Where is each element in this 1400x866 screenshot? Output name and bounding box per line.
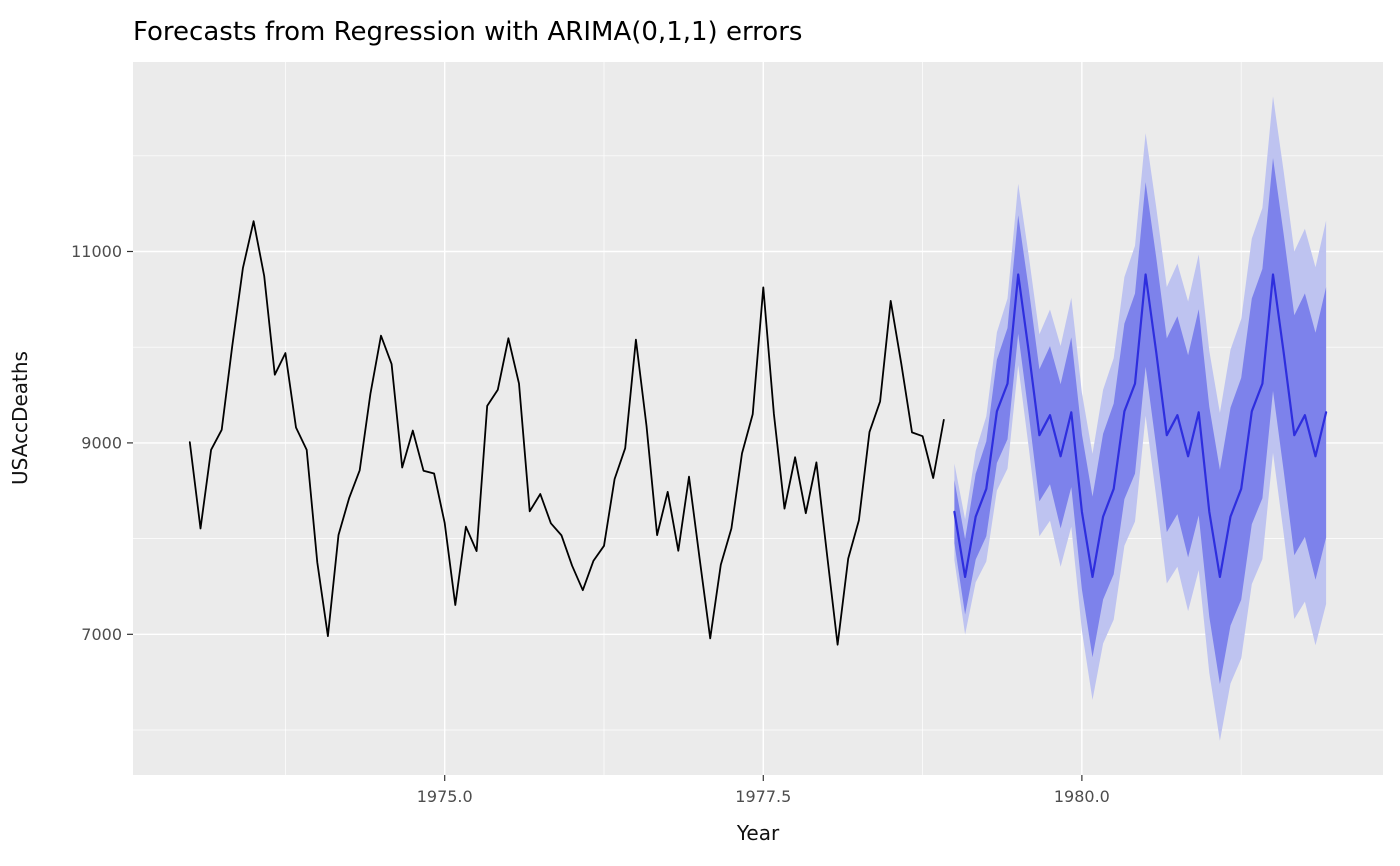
y-axis-title: USAccDeaths (8, 351, 32, 485)
prediction-interval-bands (954, 96, 1327, 741)
y-tick-label: 9000 (81, 433, 122, 452)
forecast-mean-line (953, 273, 1328, 578)
x-tick-label: 1975.0 (417, 787, 473, 806)
series-lines (188, 220, 1328, 646)
x-axis-title: Year (736, 821, 780, 845)
chart-title: Forecasts from Regression with ARIMA(0,1… (133, 17, 802, 47)
historical-series-line (188, 220, 945, 646)
y-tick-label: 7000 (81, 625, 122, 644)
prediction-band-80 (954, 158, 1327, 684)
x-tick-label: 1977.5 (735, 787, 791, 806)
axis-ticks-and-labels: 1975.0 1977.5 1980.0 7000 9000 11000 (71, 242, 1110, 806)
y-tick-label: 11000 (71, 242, 122, 261)
x-tick-label: 1980.0 (1054, 787, 1110, 806)
